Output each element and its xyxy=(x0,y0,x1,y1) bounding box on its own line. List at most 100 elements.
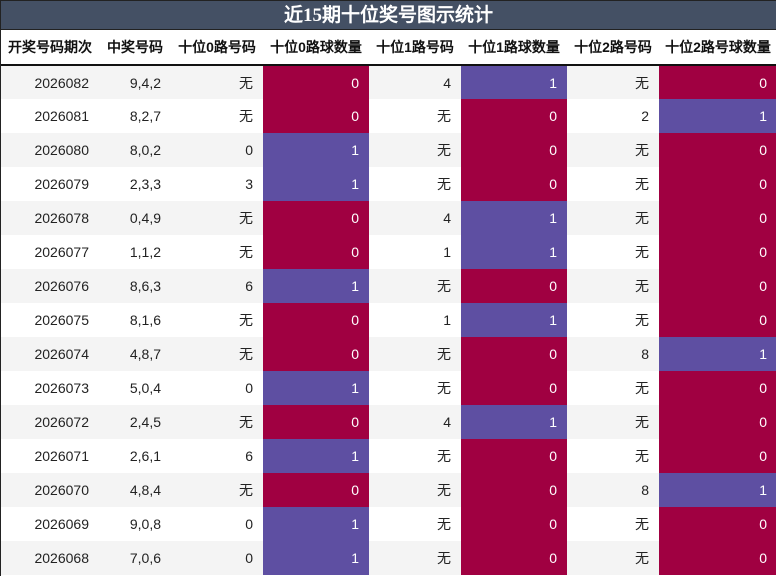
col-header-road0-number: 十位0路号码 xyxy=(171,30,263,66)
cell-road1-count: 0 xyxy=(461,167,567,201)
cell-road1-number: 无 xyxy=(369,167,461,201)
cell-road2-number: 无 xyxy=(567,507,659,541)
cell-road1-number: 无 xyxy=(369,541,461,575)
cell-winning-number: 8,0,2 xyxy=(99,133,171,167)
cell-road0-count: 0 xyxy=(263,405,369,439)
table-row: 2026081 8,2,7 无 0 无 0 2 1 xyxy=(1,99,776,133)
stats-table: 开奖号码期次 中奖号码 十位0路号码 十位0路球数量 十位1路号码 十位1路球数… xyxy=(1,30,776,575)
cell-road2-count: 1 xyxy=(659,99,776,133)
cell-road0-count: 0 xyxy=(263,99,369,133)
cell-winning-number: 4,8,4 xyxy=(99,473,171,507)
cell-road2-number: 无 xyxy=(567,269,659,303)
cell-road0-count: 0 xyxy=(263,65,369,99)
cell-road0-number: 0 xyxy=(171,507,263,541)
cell-road2-number: 无 xyxy=(567,133,659,167)
cell-road1-number: 无 xyxy=(369,133,461,167)
cell-road2-count: 0 xyxy=(659,439,776,473)
col-header-road0-count: 十位0路球数量 xyxy=(263,30,369,66)
cell-road2-number: 无 xyxy=(567,405,659,439)
cell-winning-number: 8,2,7 xyxy=(99,99,171,133)
cell-road1-count: 0 xyxy=(461,507,567,541)
cell-road1-number: 无 xyxy=(369,269,461,303)
cell-winning-number: 2,6,1 xyxy=(99,439,171,473)
cell-road2-number: 无 xyxy=(567,167,659,201)
cell-road1-count: 1 xyxy=(461,201,567,235)
cell-road1-number: 4 xyxy=(369,405,461,439)
cell-road0-number: 无 xyxy=(171,235,263,269)
cell-road1-count: 1 xyxy=(461,303,567,337)
col-header-road1-number: 十位1路号码 xyxy=(369,30,461,66)
cell-winning-number: 9,0,8 xyxy=(99,507,171,541)
cell-road2-number: 无 xyxy=(567,541,659,575)
cell-road2-number: 无 xyxy=(567,235,659,269)
cell-period: 2026069 xyxy=(1,507,99,541)
cell-period: 2026081 xyxy=(1,99,99,133)
cell-period: 2026076 xyxy=(1,269,99,303)
cell-road2-count: 1 xyxy=(659,337,776,371)
cell-road1-number: 4 xyxy=(369,65,461,99)
table-row: 2026068 7,0,6 0 1 无 0 无 0 xyxy=(1,541,776,575)
cell-road2-number: 无 xyxy=(567,303,659,337)
cell-road0-count: 1 xyxy=(263,371,369,405)
cell-period: 2026078 xyxy=(1,201,99,235)
cell-road0-count: 0 xyxy=(263,235,369,269)
cell-road2-count: 0 xyxy=(659,541,776,575)
cell-road0-count: 1 xyxy=(263,541,369,575)
cell-road1-count: 0 xyxy=(461,337,567,371)
cell-period: 2026072 xyxy=(1,405,99,439)
cell-road0-number: 6 xyxy=(171,269,263,303)
cell-road2-count: 0 xyxy=(659,303,776,337)
cell-winning-number: 8,6,3 xyxy=(99,269,171,303)
cell-road0-number: 无 xyxy=(171,65,263,99)
cell-road2-number: 8 xyxy=(567,337,659,371)
table-row: 2026071 2,6,1 6 1 无 0 无 0 xyxy=(1,439,776,473)
cell-road1-number: 1 xyxy=(369,303,461,337)
cell-period: 2026075 xyxy=(1,303,99,337)
page-title: 近15期十位奖号图示统计 xyxy=(1,0,776,30)
cell-period: 2026080 xyxy=(1,133,99,167)
cell-period: 2026082 xyxy=(1,65,99,99)
cell-road1-number: 无 xyxy=(369,439,461,473)
cell-period: 2026070 xyxy=(1,473,99,507)
cell-road1-number: 无 xyxy=(369,99,461,133)
table-row: 2026073 5,0,4 0 1 无 0 无 0 xyxy=(1,371,776,405)
cell-road1-count: 0 xyxy=(461,371,567,405)
table-body: 2026082 9,4,2 无 0 4 1 无 0 2026081 8,2,7 无 0 无 0 2 1 2026… xyxy=(1,65,776,575)
col-header-road2-count: 十位2路号球数量 xyxy=(659,30,776,66)
cell-road2-count: 0 xyxy=(659,235,776,269)
cell-road0-number: 无 xyxy=(171,99,263,133)
cell-road1-number: 无 xyxy=(369,473,461,507)
cell-winning-number: 9,4,2 xyxy=(99,65,171,99)
col-header-road1-count: 十位1路球数量 xyxy=(461,30,567,66)
cell-road1-count: 1 xyxy=(461,405,567,439)
cell-road0-count: 0 xyxy=(263,201,369,235)
table-row: 2026080 8,0,2 0 1 无 0 无 0 xyxy=(1,133,776,167)
cell-road1-count: 1 xyxy=(461,65,567,99)
table-row: 2026077 1,1,2 无 0 1 1 无 0 xyxy=(1,235,776,269)
cell-road0-number: 无 xyxy=(171,303,263,337)
cell-winning-number: 5,0,4 xyxy=(99,371,171,405)
table-row: 2026076 8,6,3 6 1 无 0 无 0 xyxy=(1,269,776,303)
table-row: 2026078 0,4,9 无 0 4 1 无 0 xyxy=(1,201,776,235)
cell-winning-number: 0,4,9 xyxy=(99,201,171,235)
cell-road2-number: 无 xyxy=(567,65,659,99)
cell-road0-number: 3 xyxy=(171,167,263,201)
cell-road2-number: 无 xyxy=(567,371,659,405)
cell-road1-number: 无 xyxy=(369,507,461,541)
cell-road2-count: 0 xyxy=(659,133,776,167)
cell-road0-count: 0 xyxy=(263,303,369,337)
cell-road1-number: 4 xyxy=(369,201,461,235)
cell-road1-number: 无 xyxy=(369,337,461,371)
cell-road1-count: 0 xyxy=(461,541,567,575)
table-row: 2026074 4,8,7 无 0 无 0 8 1 xyxy=(1,337,776,371)
cell-road0-count: 1 xyxy=(263,507,369,541)
header-row: 开奖号码期次 中奖号码 十位0路号码 十位0路球数量 十位1路号码 十位1路球数… xyxy=(1,30,776,66)
col-header-period: 开奖号码期次 xyxy=(1,30,99,66)
cell-road0-number: 0 xyxy=(171,371,263,405)
cell-road0-count: 0 xyxy=(263,473,369,507)
cell-road0-number: 无 xyxy=(171,201,263,235)
table-row: 2026079 2,3,3 3 1 无 0 无 0 xyxy=(1,167,776,201)
cell-road0-number: 0 xyxy=(171,541,263,575)
table-row: 2026070 4,8,4 无 0 无 0 8 1 xyxy=(1,473,776,507)
